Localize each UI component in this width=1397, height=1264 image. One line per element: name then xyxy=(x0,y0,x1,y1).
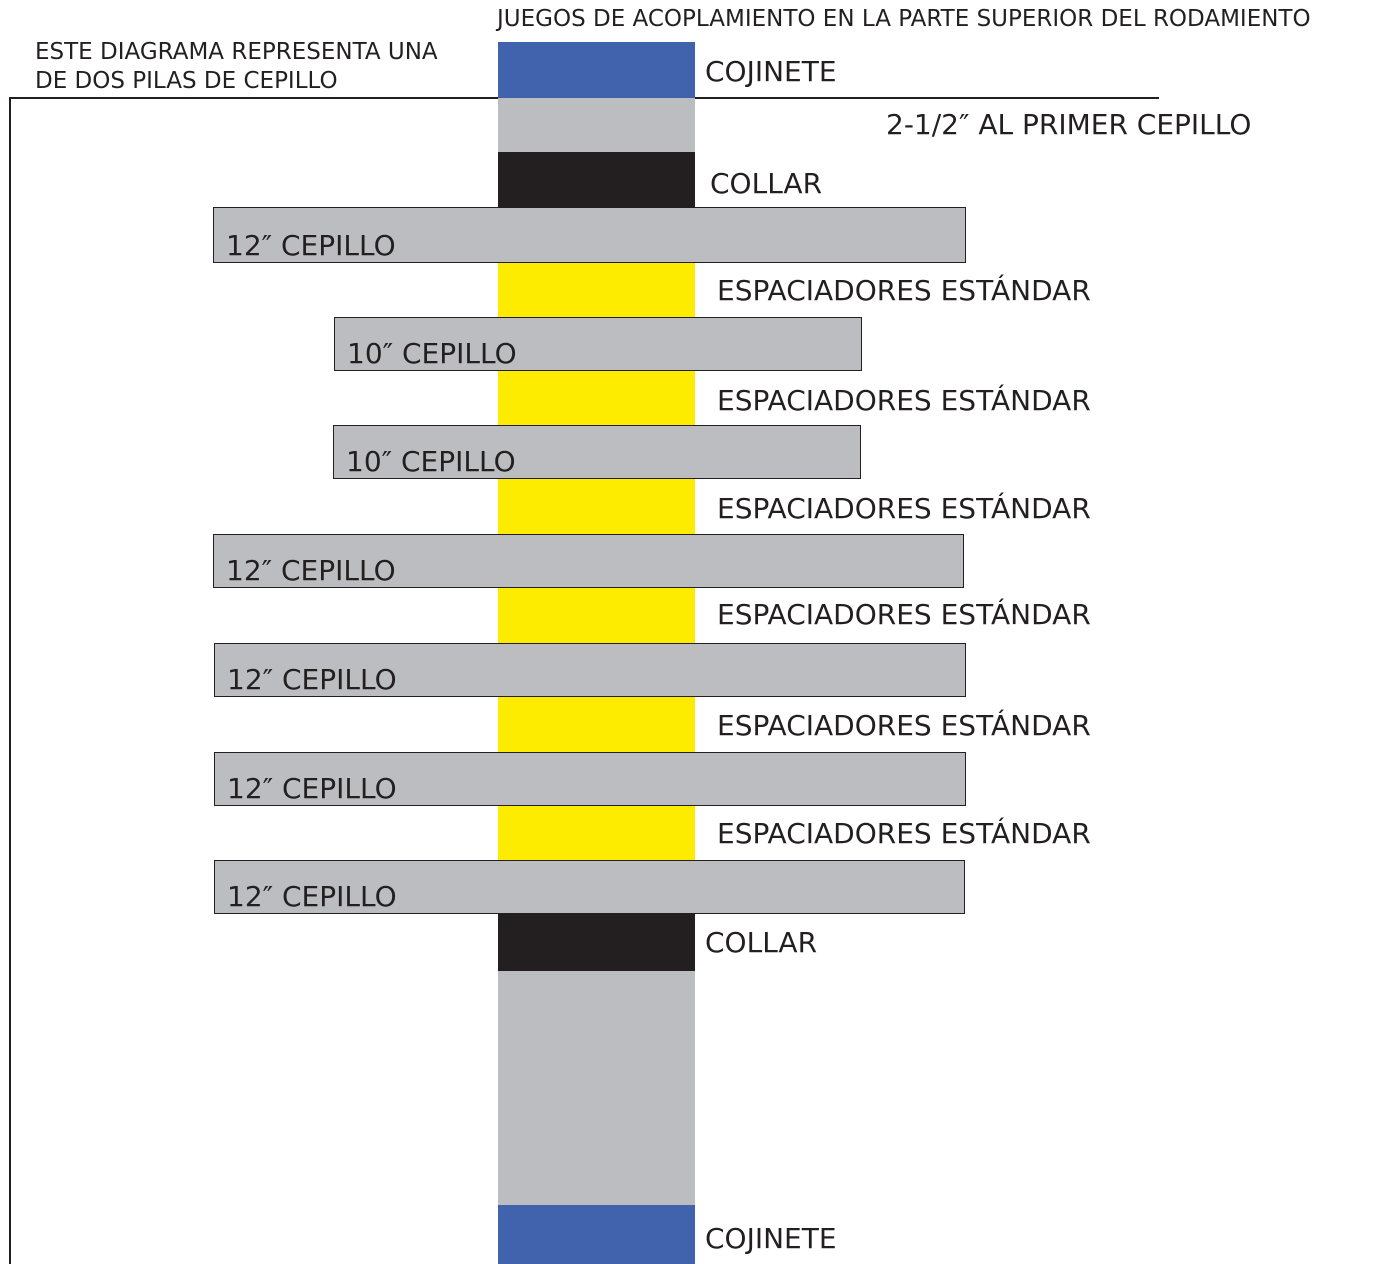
spacer-6 xyxy=(498,805,695,863)
spacer-6-label: ESPACIADORES ESTÁNDAR xyxy=(717,817,1091,850)
spacer-4 xyxy=(498,586,695,644)
spacer-2-label: ESPACIADORES ESTÁNDAR xyxy=(717,384,1091,417)
top-note: JUEGOS DE ACOPLAMIENTO EN LA PARTE SUPER… xyxy=(497,6,1311,32)
brush-2-label: 10″ CEPILLO xyxy=(347,337,517,370)
collar-top xyxy=(498,152,695,208)
bearing-bottom-label: COJINETE xyxy=(705,1222,837,1255)
brush-4-label: 12″ CEPILLO xyxy=(226,554,396,587)
brush-6: 12″ CEPILLO xyxy=(214,752,966,806)
collar-bottom-label: COLLAR xyxy=(705,926,818,959)
brush-5: 12″ CEPILLO xyxy=(214,643,966,697)
brush-7-label: 12″ CEPILLO xyxy=(227,880,397,913)
brush-1: 12″ CEPILLO xyxy=(213,207,966,263)
spacer-1 xyxy=(498,262,695,319)
left-note-line2: DE DOS PILAS DE CEPILLO xyxy=(35,68,338,94)
left-note-line1: ESTE DIAGRAMA REPRESENTA UNA xyxy=(35,39,438,65)
brush-7: 12″ CEPILLO xyxy=(214,860,965,914)
bearing-top xyxy=(498,42,695,98)
spacer-3-label: ESPACIADORES ESTÁNDAR xyxy=(717,492,1091,525)
spacer-5 xyxy=(498,695,695,753)
collar-bottom xyxy=(498,914,695,970)
brush-3: 10″ CEPILLO xyxy=(333,425,861,479)
bearing-top-label: COJINETE xyxy=(705,55,837,88)
brush-3-label: 10″ CEPILLO xyxy=(346,445,516,478)
bearing-bottom xyxy=(498,1205,695,1264)
spacer-1-label: ESPACIADORES ESTÁNDAR xyxy=(717,274,1091,307)
spacer-4-label: ESPACIADORES ESTÁNDAR xyxy=(717,598,1091,631)
spacer-5-label: ESPACIADORES ESTÁNDAR xyxy=(717,709,1091,742)
brush-5-label: 12″ CEPILLO xyxy=(227,663,397,696)
shaft-segment-bottom xyxy=(498,970,695,1206)
brush-4: 12″ CEPILLO xyxy=(213,534,964,588)
brush-2: 10″ CEPILLO xyxy=(334,317,862,371)
spacer-3 xyxy=(498,478,695,536)
distance-note: 2-1/2″ AL PRIMER CEPILLO xyxy=(886,108,1252,141)
brush-1-label: 12″ CEPILLO xyxy=(226,229,396,262)
shaft-segment-top xyxy=(498,98,695,152)
collar-top-label: COLLAR xyxy=(710,167,823,200)
spacer-2 xyxy=(498,369,695,427)
brush-6-label: 12″ CEPILLO xyxy=(227,772,397,805)
frame-left-line xyxy=(9,97,11,1264)
